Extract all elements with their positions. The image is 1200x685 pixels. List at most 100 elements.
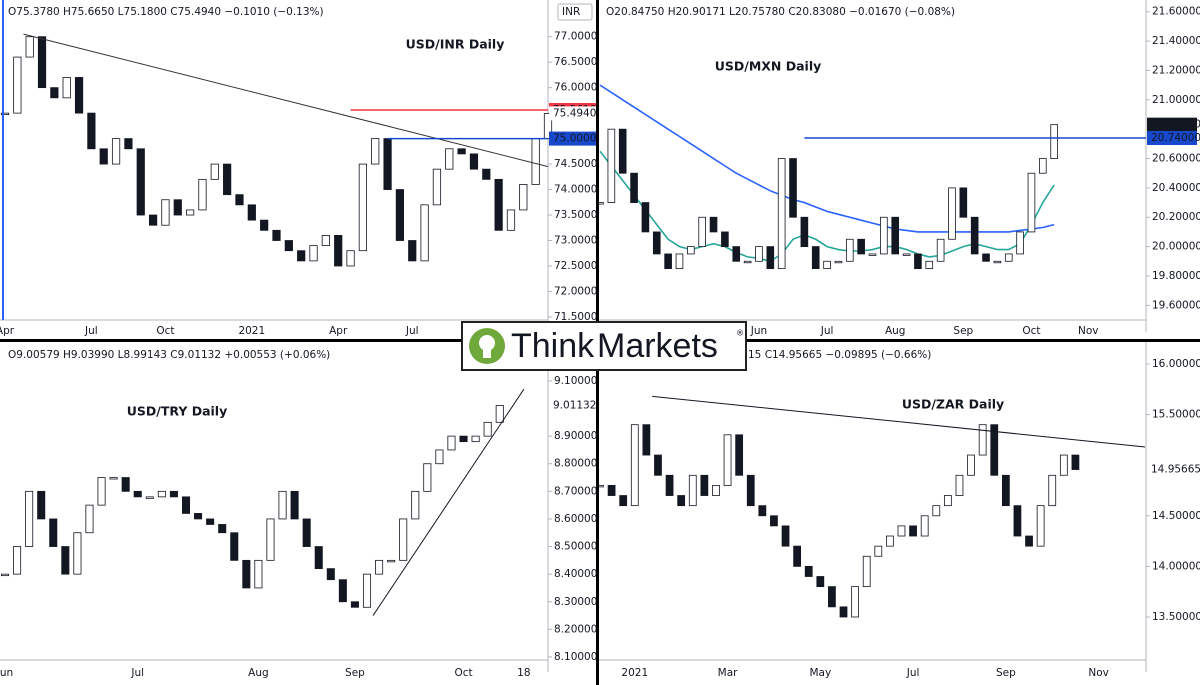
y-tick-label: 74.0000 xyxy=(554,184,597,196)
candle xyxy=(990,424,999,476)
candle xyxy=(148,214,158,226)
x-tick-label: Oct xyxy=(156,325,174,337)
x-tick-label: Sep xyxy=(953,325,973,337)
candle xyxy=(897,525,906,537)
candle xyxy=(743,260,752,264)
x-tick-label: Apr xyxy=(329,325,348,337)
candle xyxy=(302,518,311,547)
candle xyxy=(955,474,964,496)
candle xyxy=(793,545,802,567)
candle xyxy=(1050,124,1058,159)
price-label: 75.0000 xyxy=(553,133,596,145)
price-label-bg xyxy=(549,106,599,121)
x-tick-label: 2021 xyxy=(621,667,648,679)
y-tick-label: 20.00000 xyxy=(1152,241,1200,253)
y-tick-label: 14.00000 xyxy=(1152,560,1200,572)
candle xyxy=(630,424,639,507)
candle xyxy=(37,36,47,89)
candle xyxy=(445,148,454,170)
candle xyxy=(993,260,1002,264)
y-tick-label: 8.10000 xyxy=(554,651,597,663)
candle xyxy=(25,36,34,58)
y-tick-label: 8.40000 xyxy=(554,568,597,580)
y-tick-label: 20.60000 xyxy=(1152,153,1200,165)
candle xyxy=(619,495,628,507)
candle xyxy=(0,573,10,577)
candle xyxy=(978,424,987,456)
x-tick-label: Jul xyxy=(820,325,834,337)
candle xyxy=(109,477,118,480)
candle xyxy=(383,138,392,190)
candle xyxy=(85,504,94,534)
candle xyxy=(173,199,182,216)
trendline xyxy=(23,33,549,168)
candle xyxy=(194,513,203,520)
x-tick-label: Sep xyxy=(996,667,1016,679)
candle xyxy=(1071,454,1080,470)
candle xyxy=(471,435,480,443)
candle xyxy=(687,246,695,255)
y-tick-label: 19.80000 xyxy=(1152,270,1200,282)
candle xyxy=(868,253,877,256)
candle xyxy=(309,245,318,262)
price-label-bg xyxy=(1147,462,1197,477)
candle xyxy=(49,518,58,547)
candle xyxy=(677,495,686,507)
candle xyxy=(982,253,990,262)
candle xyxy=(712,485,720,496)
candle xyxy=(375,559,384,575)
candle xyxy=(186,209,195,216)
candle xyxy=(136,148,145,216)
candle xyxy=(371,138,380,165)
trendline xyxy=(652,395,1146,448)
candle xyxy=(902,253,911,256)
candle xyxy=(1025,535,1033,547)
y-tick-label: 21.00000 xyxy=(1152,94,1200,106)
selection-border xyxy=(2,0,4,320)
candle xyxy=(1001,474,1010,507)
candle xyxy=(459,435,468,443)
candle xyxy=(73,532,82,575)
candle xyxy=(0,112,10,116)
candle xyxy=(218,524,227,534)
trendline xyxy=(372,388,525,616)
x-tick-label: Aug xyxy=(885,325,906,337)
candle xyxy=(531,138,540,185)
candle xyxy=(688,474,697,507)
candle xyxy=(1016,231,1024,255)
candle xyxy=(247,204,256,221)
candle xyxy=(447,435,456,451)
y-tick-label: 8.30000 xyxy=(554,596,597,608)
y-tick-label: 21.40000 xyxy=(1152,35,1200,47)
candle xyxy=(61,546,70,575)
y-tick-label: 21.60000 xyxy=(1152,6,1200,18)
candle xyxy=(469,153,479,170)
candle xyxy=(411,490,420,520)
candle xyxy=(13,56,22,114)
price-label: 14.95665 xyxy=(1151,464,1200,476)
price-label: 20.74000 xyxy=(1151,132,1200,144)
candle xyxy=(408,240,417,262)
logo-icon xyxy=(479,335,495,351)
candle xyxy=(789,158,797,218)
candle xyxy=(206,518,215,525)
candle xyxy=(1039,158,1047,174)
candle xyxy=(334,235,343,267)
y-tick-label: 21.20000 xyxy=(1152,64,1200,76)
price-label: 9.01132 xyxy=(553,399,596,411)
candle xyxy=(495,405,504,423)
candle xyxy=(399,518,408,561)
candle xyxy=(920,515,929,537)
candle xyxy=(284,240,293,252)
candle xyxy=(851,586,859,618)
currency-box xyxy=(557,3,593,21)
candle xyxy=(891,216,900,255)
candle xyxy=(519,184,528,211)
logo-icon xyxy=(483,350,491,358)
price-label-bg xyxy=(549,398,599,413)
candle xyxy=(828,586,836,608)
candle xyxy=(321,235,330,247)
y-tick-label: 8.80000 xyxy=(554,458,597,470)
x-tick-label: Aug xyxy=(248,667,269,679)
y-tick-label: 8.50000 xyxy=(554,541,597,553)
